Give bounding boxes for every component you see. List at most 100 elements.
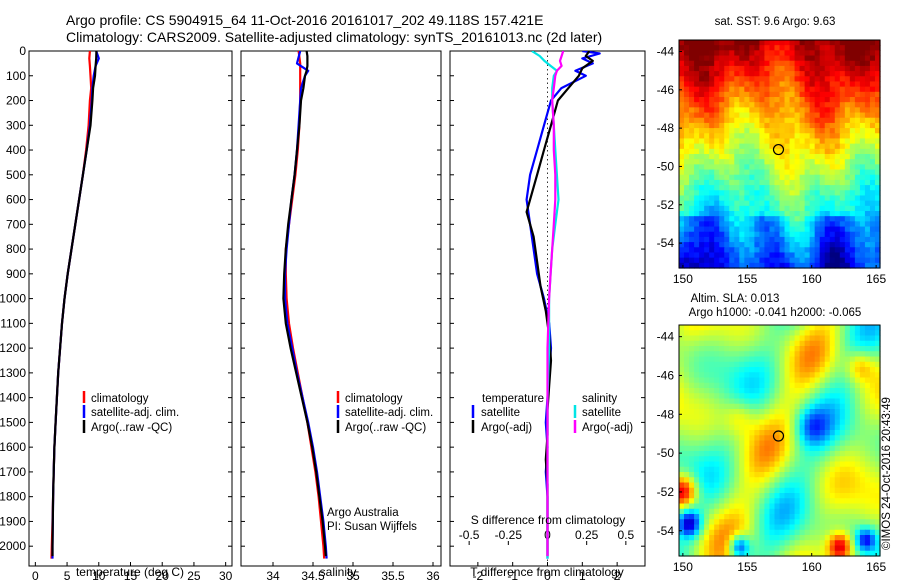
- map-cell: [794, 169, 801, 176]
- map-cell: [824, 216, 831, 222]
- map-cell: [874, 493, 881, 499]
- map-cell: [709, 112, 715, 119]
- map-cell: [809, 50, 816, 57]
- map-cell: [779, 169, 786, 176]
- map-cell: [724, 456, 730, 463]
- map-cell: [699, 231, 705, 238]
- y-tick-label: 2000: [0, 539, 26, 553]
- map-cell: [754, 456, 761, 463]
- map-cell: [824, 86, 831, 93]
- map-cell: [754, 346, 761, 352]
- map-cell: [709, 40, 715, 46]
- map-cell: [834, 393, 841, 400]
- sst-map-axes: 150 155 160 165-44-46-48-50-52-54: [657, 44, 887, 286]
- map-cell: [789, 242, 796, 248]
- map-cell: [849, 247, 856, 254]
- map-cell: [719, 461, 725, 468]
- map-cell: [864, 231, 871, 238]
- map-cell: [864, 435, 871, 442]
- map-cell: [809, 487, 816, 494]
- map-cell: [744, 60, 750, 67]
- map-cell: [684, 403, 690, 410]
- map-cell: [739, 361, 745, 368]
- map-cell: [869, 524, 876, 531]
- map-cell: [864, 535, 871, 541]
- map-cell: [749, 535, 755, 541]
- map-cell: [689, 493, 695, 499]
- map-cell: [679, 236, 685, 243]
- map-cell: [739, 430, 745, 436]
- map-cell: [874, 102, 881, 108]
- map-cell: [779, 524, 786, 531]
- map-cell: [709, 361, 715, 368]
- map-cell: [809, 195, 816, 202]
- map-cell: [704, 440, 710, 447]
- map-cell: [869, 226, 876, 233]
- map-cell: [809, 117, 816, 124]
- map-cell: [829, 435, 836, 442]
- map-cell: [869, 128, 876, 134]
- map-cell: [714, 545, 720, 552]
- map-cell: [764, 60, 771, 67]
- map-cell: [874, 190, 881, 197]
- map-cell: [724, 40, 730, 46]
- map-cell: [804, 351, 811, 358]
- map-cell: [859, 81, 866, 88]
- map-cell: [794, 335, 801, 342]
- map-cell: [814, 535, 821, 541]
- map-cell: [724, 535, 730, 541]
- map-cell: [789, 535, 796, 541]
- map-cell: [729, 540, 735, 547]
- map-cell: [709, 393, 715, 400]
- map-cell: [729, 398, 735, 405]
- map-cell: [689, 221, 695, 228]
- map-cell: [814, 97, 821, 103]
- map-cell: [769, 540, 776, 547]
- map-cell: [814, 498, 821, 505]
- map-cell: [814, 550, 821, 557]
- map-cell: [764, 97, 771, 103]
- map-cell: [864, 216, 871, 222]
- map-cell: [689, 195, 695, 202]
- map-cell: [789, 216, 796, 222]
- map-cell: [874, 514, 881, 520]
- map-cell: [784, 540, 791, 547]
- map-cell: [769, 519, 776, 526]
- map-cell: [764, 247, 771, 254]
- difference-y-ticks: [450, 50, 645, 547]
- map-cell: [799, 361, 806, 368]
- map-cell: [784, 535, 791, 541]
- map-cell: [724, 179, 730, 186]
- map-cell: [769, 247, 776, 254]
- map-cell: [819, 117, 826, 124]
- y-tick-label: 900: [6, 267, 26, 281]
- map-cell: [794, 133, 801, 140]
- map-cell: [749, 361, 755, 368]
- map-cell: [719, 65, 725, 72]
- map-cell: [719, 372, 725, 379]
- map-cell: [789, 461, 796, 468]
- map-cell: [769, 257, 776, 264]
- map-cell: [679, 340, 685, 347]
- map-cell: [729, 262, 735, 269]
- map-cell: [709, 466, 715, 473]
- map-cell: [734, 159, 740, 165]
- map-cell: [849, 216, 856, 222]
- map-cell: [774, 498, 781, 505]
- map-cell: [819, 340, 826, 347]
- map-cell: [829, 456, 836, 463]
- map-cell: [799, 456, 806, 463]
- map-cell: [764, 435, 771, 442]
- map-cell: [684, 122, 690, 129]
- map-cell: [794, 107, 801, 114]
- map-cell: [824, 205, 831, 212]
- map-cell: [839, 211, 846, 217]
- map-cell: [869, 340, 876, 347]
- map-cell: [799, 231, 806, 238]
- map-cell: [854, 76, 861, 83]
- map-cell: [854, 205, 861, 212]
- map-cell: [794, 179, 801, 186]
- map-y-tick-label: -44: [657, 44, 675, 58]
- map-cell: [819, 55, 826, 62]
- map-cell: [739, 466, 745, 473]
